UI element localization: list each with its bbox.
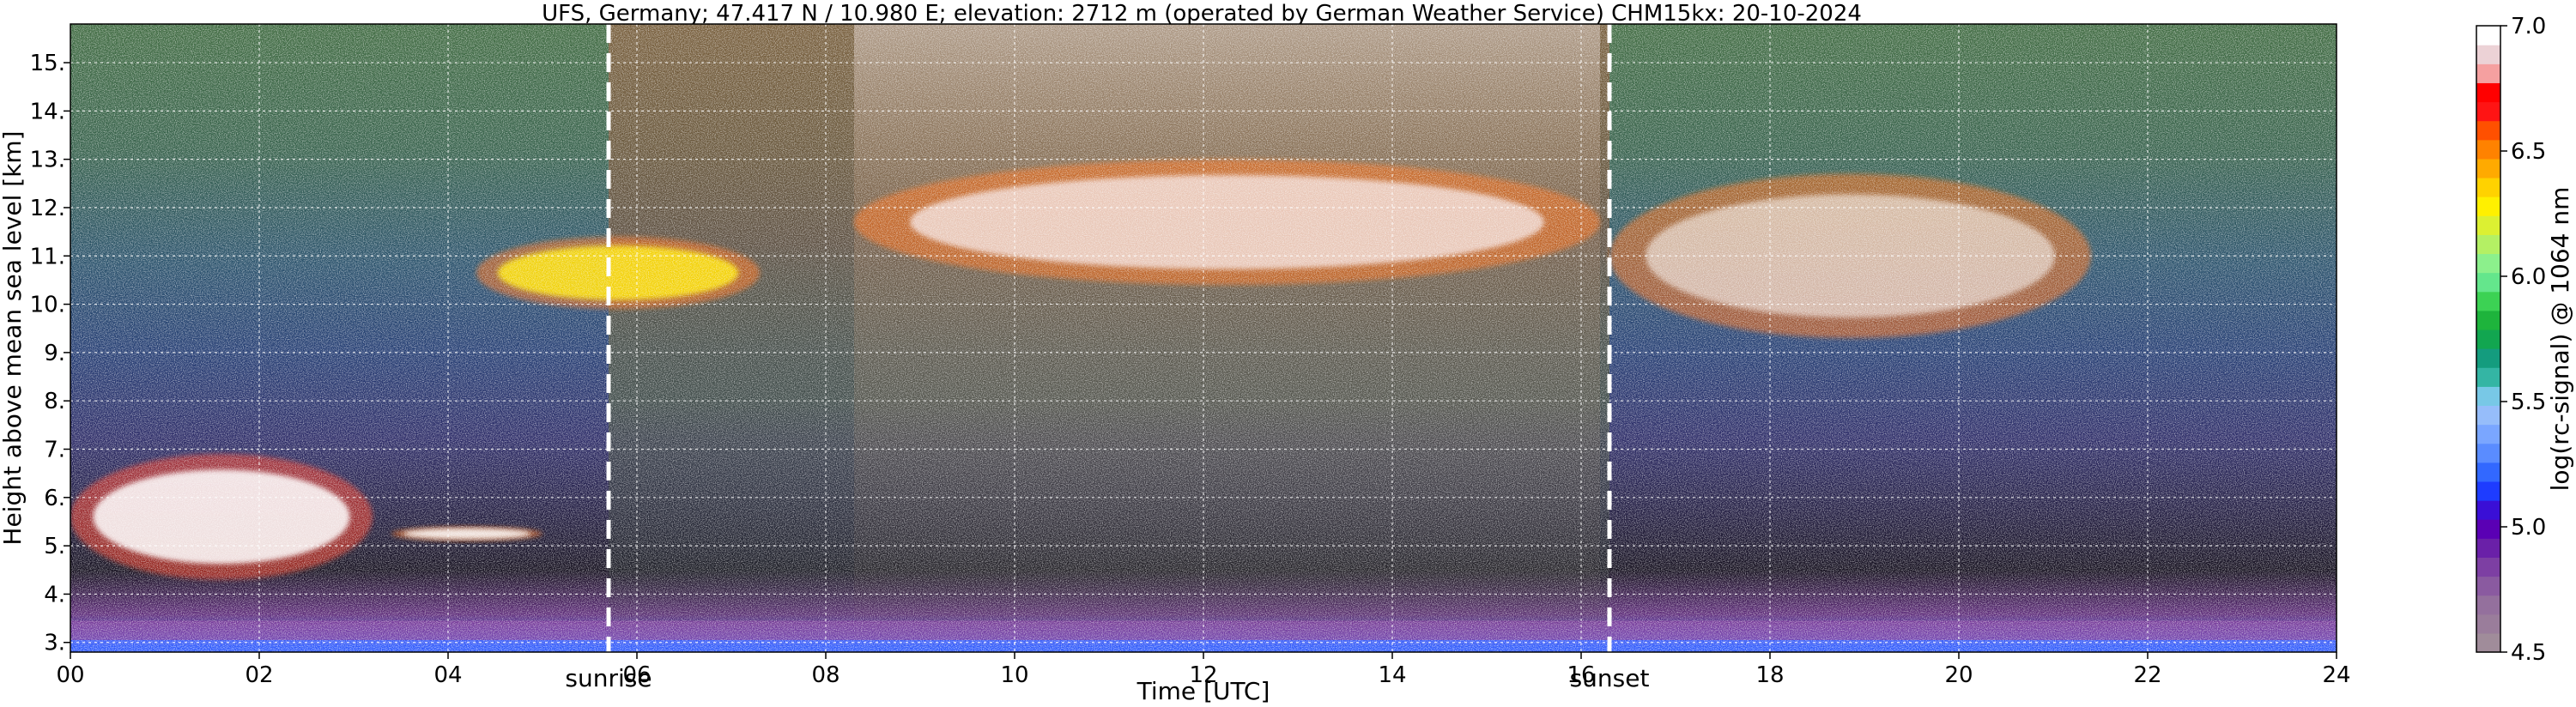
grid-lines bbox=[70, 24, 2337, 652]
x-tick-label: 06 bbox=[622, 662, 651, 688]
x-tick-label: 02 bbox=[245, 662, 273, 688]
x-axis-ticks: 00 02 04 06 08 10 12 14 16 18 20 22 24 bbox=[56, 652, 2351, 688]
colorbar-segment bbox=[2476, 519, 2500, 539]
colorbar-segment bbox=[2476, 576, 2500, 596]
chart-title-group: UFS, Germany; 47.417 N / 10.980 E; eleva… bbox=[542, 1, 1862, 27]
annotation-sunrise: sunrise bbox=[565, 664, 652, 692]
sun-event-lines bbox=[606, 24, 1612, 652]
colorbar-segment bbox=[2476, 329, 2500, 349]
colorbar-segment bbox=[2476, 632, 2500, 653]
annotation-sunset: sunset bbox=[1570, 664, 1650, 692]
x-tick-label: 00 bbox=[56, 662, 84, 688]
x-tick-label: 04 bbox=[433, 662, 462, 688]
y-axis-label: Height above mean sea level [km] bbox=[0, 130, 27, 545]
x-tick-label: 18 bbox=[1755, 662, 1784, 688]
y-axis-ticks: 3. 4. 5. 6. 7. 8. 9. 10. 11. 12. 13. 14. 15. bbox=[30, 51, 70, 656]
colorbar-segment bbox=[2476, 196, 2500, 216]
sun-annotations: sunrise sunset bbox=[565, 664, 1649, 692]
x-tick-label: 14 bbox=[1378, 662, 1406, 688]
colorbar-segment bbox=[2476, 215, 2500, 235]
colorbar-segment bbox=[2476, 234, 2500, 255]
colorbar-tick-label: 5.0 bbox=[2511, 515, 2546, 541]
y-tick-label: 10. bbox=[30, 293, 65, 318]
colorbar-ticks: 4.5 5.0 5.5 6.0 6.5 7.0 bbox=[2500, 14, 2546, 666]
x-tick-label: 08 bbox=[811, 662, 839, 688]
x-tick-label: 22 bbox=[2133, 662, 2161, 688]
y-tick-label: 3. bbox=[44, 631, 65, 656]
x-tick-label: 20 bbox=[1944, 662, 1973, 688]
colorbar-segment bbox=[2476, 177, 2500, 197]
y-tick-label: 4. bbox=[44, 582, 65, 607]
x-tick-label: 12 bbox=[1189, 662, 1217, 688]
colorbar bbox=[2476, 25, 2501, 653]
colorbar-segment bbox=[2476, 613, 2500, 634]
chart-title: UFS, Germany; 47.417 N / 10.980 E; eleva… bbox=[542, 1, 1862, 27]
y-tick-label: 8. bbox=[44, 389, 65, 414]
colorbar-segment bbox=[2476, 348, 2500, 368]
y-tick-label: 13. bbox=[30, 148, 65, 173]
colorbar-segment bbox=[2476, 82, 2500, 103]
colorbar-segment bbox=[2476, 443, 2500, 463]
x-tick-label: 24 bbox=[2322, 662, 2350, 688]
colorbar-segment bbox=[2476, 158, 2500, 178]
colorbar-segment bbox=[2476, 480, 2500, 501]
colorbar-segment bbox=[2476, 538, 2500, 558]
y-tick-label: 12. bbox=[30, 196, 65, 221]
x-axis-label: Time [UTC] bbox=[1136, 677, 1270, 705]
x-tick-label: 10 bbox=[1000, 662, 1028, 688]
y-tick-label: 11. bbox=[30, 244, 65, 269]
colorbar-segment bbox=[2476, 500, 2500, 520]
colorbar-tick-label: 4.5 bbox=[2511, 640, 2546, 666]
colorbar-segment bbox=[2476, 310, 2500, 330]
colorbar-segment bbox=[2476, 139, 2500, 160]
colorbar-tick-label: 6.5 bbox=[2511, 139, 2546, 165]
colorbar-segment bbox=[2476, 45, 2500, 64]
colorbar-segment bbox=[2476, 405, 2500, 426]
colorbar-tick-label: 6.0 bbox=[2511, 264, 2546, 290]
colorbar-frame bbox=[2476, 25, 2501, 653]
colorbar-segment bbox=[2476, 595, 2500, 615]
colorbar-segment bbox=[2476, 424, 2500, 444]
colorbar-label: log(rc-signal) @ 1064 nm bbox=[2546, 187, 2574, 492]
x-tick-label: 16 bbox=[1567, 662, 1595, 688]
colorbar-segment bbox=[2476, 272, 2500, 293]
colorbar-segment bbox=[2476, 386, 2500, 407]
y-tick-label: 6. bbox=[44, 486, 65, 511]
colorbar-segment bbox=[2476, 291, 2500, 311]
colorbar-tick-label: 5.5 bbox=[2511, 390, 2546, 415]
colorbar-segment bbox=[2476, 101, 2500, 122]
colorbar-tick-label: 7.0 bbox=[2511, 14, 2546, 39]
colorbar-segment bbox=[2476, 462, 2500, 482]
y-tick-label: 7. bbox=[44, 438, 65, 463]
colorbar-segment bbox=[2476, 367, 2500, 387]
colorbar-segment bbox=[2476, 26, 2500, 45]
y-tick-label: 9. bbox=[44, 341, 65, 366]
y-tick-label: 5. bbox=[44, 534, 65, 559]
y-tick-label: 14. bbox=[30, 99, 65, 124]
colorbar-segment bbox=[2476, 120, 2500, 141]
colorbar-segment bbox=[2476, 557, 2500, 577]
y-tick-label: 15. bbox=[30, 51, 65, 76]
colorbar-segment bbox=[2476, 63, 2500, 83]
colorbar-segment bbox=[2476, 253, 2500, 274]
